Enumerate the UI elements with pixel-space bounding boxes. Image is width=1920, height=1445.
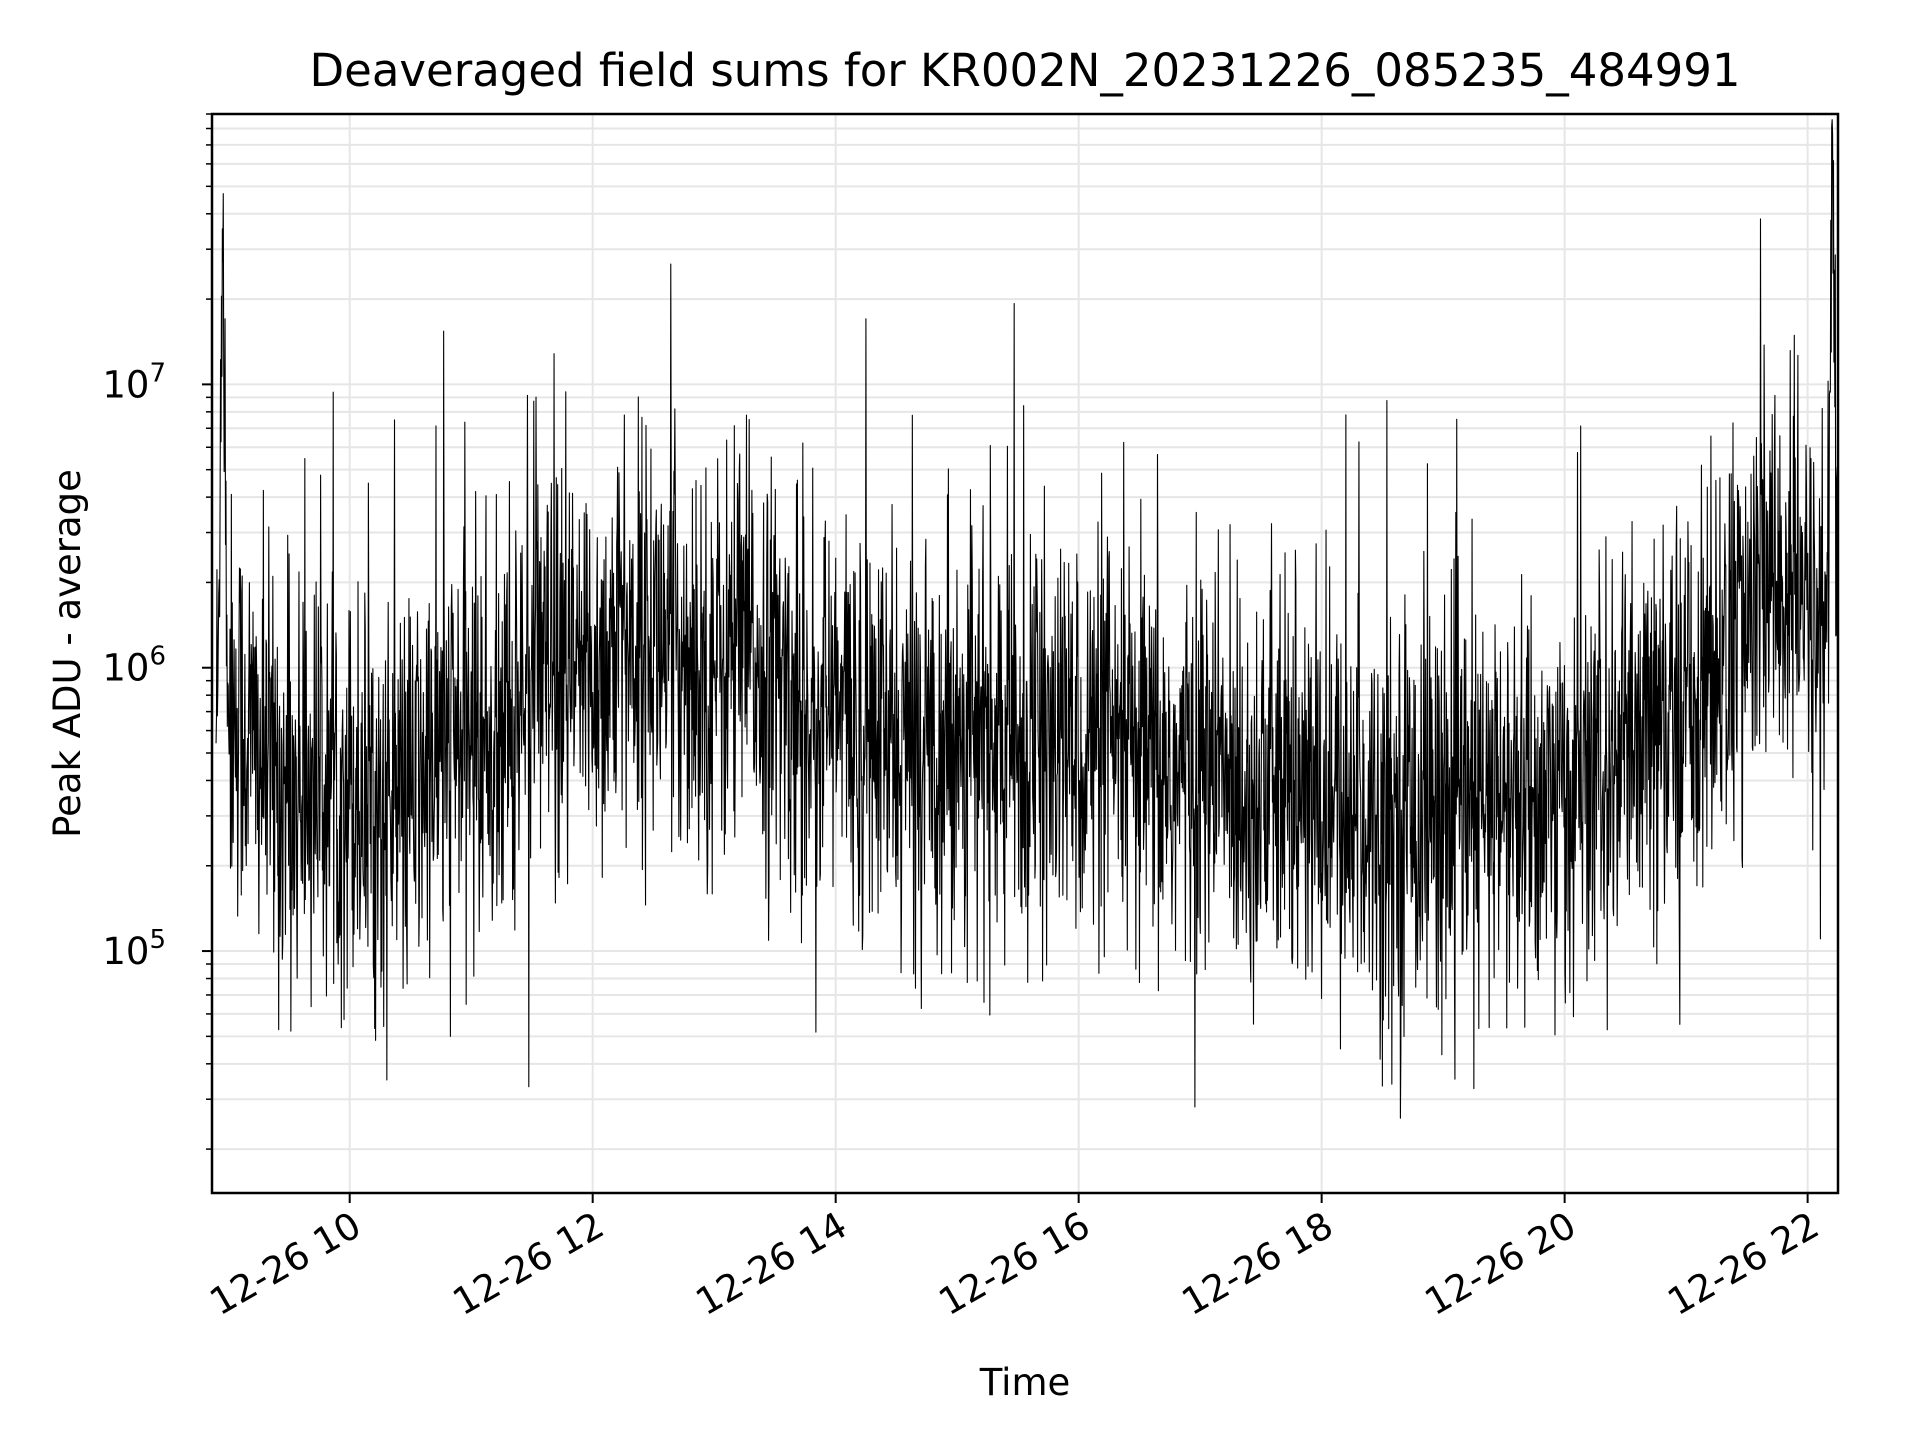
x-axis-label: Time bbox=[979, 1361, 1071, 1404]
chart-title: Deaveraged field sums for KR002N_2023122… bbox=[310, 44, 1741, 97]
series-line bbox=[215, 119, 1839, 1119]
axes-frame bbox=[210, 112, 1840, 1195]
series-layer bbox=[215, 119, 1839, 1119]
y-tick-label: 105 bbox=[102, 925, 166, 973]
y-tick-label: 106 bbox=[102, 642, 166, 690]
y-axis-label: Peak ADU - average bbox=[46, 469, 89, 838]
y-tick-label: 107 bbox=[102, 358, 166, 406]
